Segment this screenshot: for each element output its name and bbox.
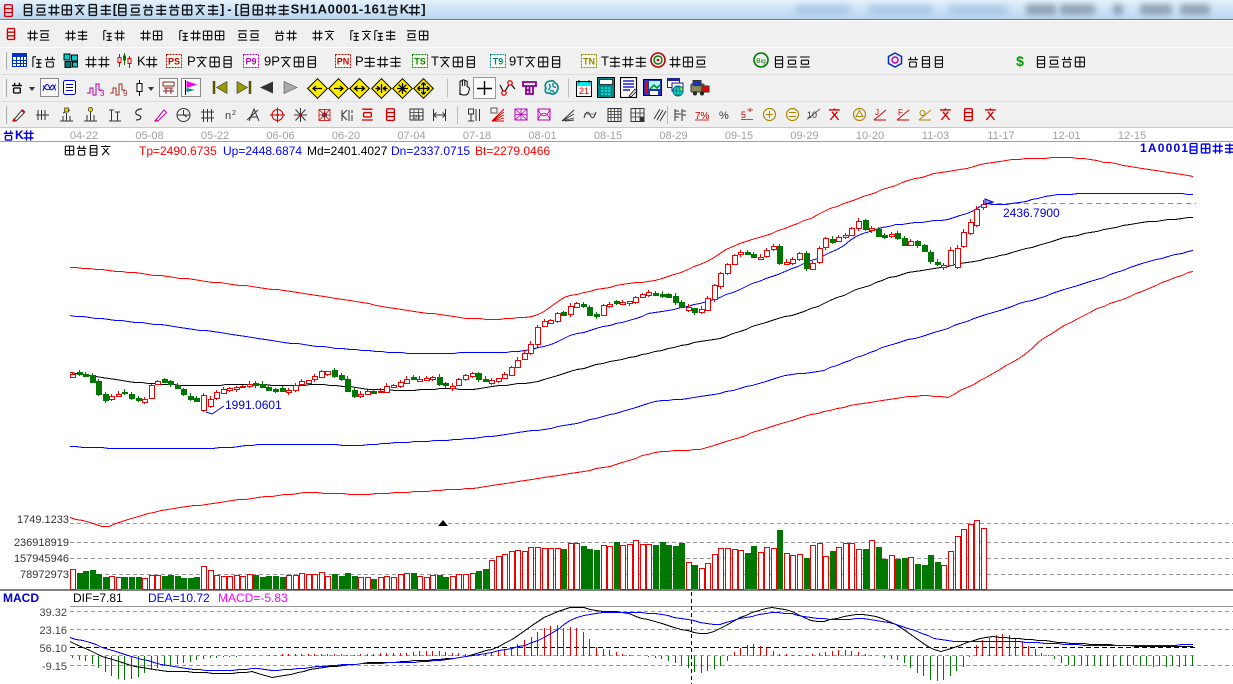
- svg-text:09-15: 09-15: [725, 130, 753, 142]
- svg-text:2436.7900: 2436.7900: [1003, 206, 1060, 220]
- svg-text:n: n: [225, 110, 231, 122]
- svg-text:157945946: 157945946: [14, 553, 69, 565]
- svg-text:12-01: 12-01: [1052, 130, 1080, 142]
- svg-text:K: K: [15, 128, 24, 142]
- svg-text:2: 2: [232, 110, 236, 117]
- svg-text:5: 5: [741, 110, 746, 120]
- svg-text:T9: T9: [493, 57, 504, 67]
- svg-text:Up=2448.6874: Up=2448.6874: [223, 144, 302, 158]
- svg-text:07-18: 07-18: [463, 130, 491, 142]
- svg-text:] - [: ] - [: [220, 3, 239, 17]
- svg-text:[: [: [113, 3, 118, 17]
- svg-text:12-15: 12-15: [1118, 130, 1146, 142]
- svg-text:11-03: 11-03: [922, 130, 949, 142]
- svg-text:236918919: 236918919: [14, 537, 69, 549]
- svg-text:05-08: 05-08: [135, 130, 163, 142]
- svg-text:-9.15: -9.15: [42, 661, 67, 673]
- svg-text:1A0001: 1A0001: [1140, 141, 1188, 155]
- svg-text:08-15: 08-15: [594, 130, 622, 142]
- svg-text:PS: PS: [168, 57, 180, 67]
- svg-text:MACD=-5.83: MACD=-5.83: [218, 591, 288, 605]
- svg-text:TS: TS: [414, 57, 426, 67]
- svg-text:DEA=10.72: DEA=10.72: [148, 591, 210, 605]
- svg-text:06-20: 06-20: [332, 130, 360, 142]
- svg-text:3: 3: [100, 89, 105, 97]
- svg-text:07-04: 07-04: [397, 130, 425, 142]
- svg-text:Big: Big: [756, 58, 766, 65]
- svg-text:09-29: 09-29: [790, 130, 818, 142]
- svg-text:123: 123: [412, 115, 421, 121]
- svg-text:9T: 9T: [509, 54, 524, 69]
- svg-text:]: ]: [421, 3, 425, 17]
- svg-text:56.10: 56.10: [39, 643, 67, 655]
- svg-text:39.32: 39.32: [39, 607, 67, 619]
- svg-text:10-20: 10-20: [856, 130, 884, 142]
- svg-text:08-29: 08-29: [659, 130, 687, 142]
- svg-text:T: T: [431, 54, 439, 69]
- svg-text:21: 21: [579, 86, 589, 96]
- svg-text:04-22: 04-22: [70, 130, 98, 142]
- svg-text:%: %: [719, 110, 729, 122]
- svg-text:MACD: MACD: [3, 591, 39, 605]
- svg-text:06-06: 06-06: [266, 130, 294, 142]
- svg-text:P9: P9: [245, 57, 256, 67]
- svg-text:TN: TN: [583, 57, 595, 67]
- svg-text:1749.1233: 1749.1233: [17, 514, 69, 526]
- svg-text:J: J: [875, 108, 879, 117]
- svg-text:SH1A0001-161: SH1A0001-161: [291, 3, 387, 17]
- svg-text:7%: 7%: [695, 111, 710, 122]
- svg-text:F: F: [898, 108, 903, 117]
- svg-text:P: P: [187, 54, 196, 69]
- svg-text:K: K: [400, 3, 410, 17]
- svg-text:23.16: 23.16: [39, 625, 67, 637]
- svg-text:Dn=2337.0715: Dn=2337.0715: [391, 144, 470, 158]
- svg-text:9: 9: [123, 89, 128, 97]
- svg-text:Bt=2279.0466: Bt=2279.0466: [475, 144, 550, 158]
- svg-text:P: P: [355, 54, 364, 69]
- svg-text:K: K: [137, 54, 146, 69]
- svg-text:9P: 9P: [264, 54, 280, 69]
- svg-text:T: T: [601, 54, 609, 69]
- svg-text:05-22: 05-22: [201, 130, 229, 142]
- svg-text:PN: PN: [337, 57, 350, 67]
- svg-text:11-17: 11-17: [987, 130, 1014, 142]
- svg-text:Tp=2490.6735: Tp=2490.6735: [139, 144, 217, 158]
- svg-text:78972973: 78972973: [20, 569, 69, 581]
- svg-text:1991.0601: 1991.0601: [225, 398, 282, 412]
- svg-text:08-01: 08-01: [528, 130, 556, 142]
- svg-text:DIF=7.81: DIF=7.81: [73, 591, 123, 605]
- svg-text:$: $: [1016, 53, 1024, 69]
- svg-text:Md=2401.4027: Md=2401.4027: [307, 144, 388, 158]
